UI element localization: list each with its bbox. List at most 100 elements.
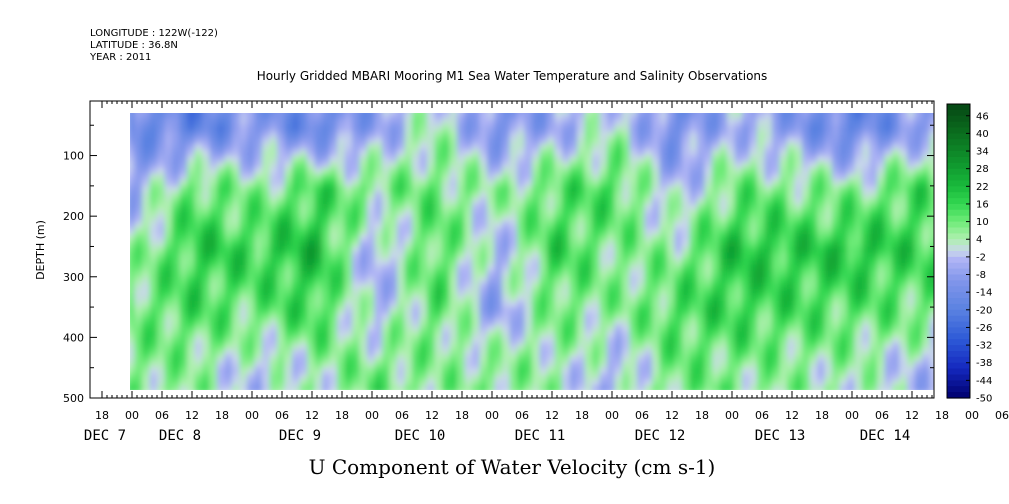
heatmap-cell [157, 246, 166, 254]
heatmap-cell [757, 270, 766, 278]
heatmap-cell [367, 325, 376, 333]
heatmap-cell [914, 167, 923, 175]
heatmap-cell [134, 319, 143, 327]
heatmap-cell [164, 131, 173, 139]
heatmap-cell [389, 301, 398, 309]
heatmap-cell [382, 276, 391, 284]
heatmap-cell [794, 319, 803, 327]
heatmap-cell [892, 264, 901, 272]
heatmap-cell [712, 373, 721, 381]
heatmap-cell [164, 228, 173, 236]
heatmap-cell [352, 131, 361, 139]
heatmap-cell [877, 367, 886, 375]
heatmap-cell [539, 367, 548, 375]
heatmap-cell [727, 167, 736, 175]
heatmap-cell [869, 125, 878, 133]
heatmap-cell [337, 288, 346, 296]
heatmap-cell [637, 325, 646, 333]
heatmap-cell [577, 313, 586, 321]
heatmap-cell [247, 331, 256, 339]
heatmap-cell [434, 307, 443, 315]
heatmap-cell [277, 234, 286, 242]
heatmap-cell [254, 325, 263, 333]
heatmap-cell [712, 173, 721, 181]
heatmap-cell [284, 173, 293, 181]
heatmap-cell [652, 276, 661, 284]
heatmap-cell [389, 319, 398, 327]
heatmap-cell [352, 228, 361, 236]
heatmap-cell [164, 379, 173, 387]
heatmap-cell [337, 301, 346, 309]
heatmap-cell [922, 137, 931, 145]
heatmap-cell [472, 113, 481, 121]
heatmap-cell [599, 373, 608, 381]
heatmap-cell [487, 385, 496, 390]
heatmap-cell [314, 343, 323, 351]
heatmap-cell [307, 161, 316, 169]
heatmap-cell [397, 131, 406, 139]
heatmap-cell [389, 343, 398, 351]
heatmap-cell [209, 210, 218, 218]
heatmap-cell [547, 295, 556, 303]
heatmap-cell [824, 216, 833, 224]
heatmap-cell [344, 307, 353, 315]
heatmap-cell [509, 137, 518, 145]
heatmap-cell [412, 131, 421, 139]
heatmap-cell [209, 343, 218, 351]
heatmap-cell [232, 319, 241, 327]
heatmap-cell [607, 119, 616, 127]
heatmap-cell [217, 307, 226, 315]
heatmap-cell [562, 270, 571, 278]
heatmap-cell [697, 252, 706, 260]
heatmap-cell [359, 282, 368, 290]
heatmap-cell [637, 167, 646, 175]
heatmap-cell [757, 155, 766, 163]
heatmap-cell [509, 349, 518, 357]
heatmap-cell [862, 343, 871, 351]
heatmap-cell [509, 216, 518, 224]
heatmap-cell [727, 331, 736, 339]
heatmap-cell [359, 113, 368, 121]
heatmap-cell [614, 313, 623, 321]
heatmap-cell [464, 234, 473, 242]
heatmap-cell [374, 307, 383, 315]
heatmap-cell [532, 337, 541, 345]
heatmap-cell [554, 379, 563, 387]
heatmap-cell [697, 361, 706, 369]
heatmap-cell [502, 276, 511, 284]
heatmap-cell [802, 373, 811, 381]
heatmap-cell [712, 246, 721, 254]
heatmap-cell [532, 313, 541, 321]
heatmap-cell [847, 373, 856, 381]
heatmap-cell [502, 385, 511, 390]
heatmap-cell [817, 270, 826, 278]
heatmap-cell [502, 234, 511, 242]
heatmap-cell [389, 234, 398, 242]
heatmap-cell [854, 222, 863, 230]
heatmap-cell [367, 343, 376, 351]
heatmap-cell [727, 161, 736, 169]
heatmap-cell [847, 204, 856, 212]
heatmap-cell [157, 234, 166, 242]
heatmap-cell [434, 331, 443, 339]
heatmap-cell [704, 307, 713, 315]
heatmap-cell [899, 161, 908, 169]
heatmap-cell [607, 373, 616, 381]
heatmap-cell [802, 246, 811, 254]
heatmap-cell [442, 210, 451, 218]
heatmap-cell [344, 252, 353, 260]
heatmap-cell [329, 204, 338, 212]
heatmap-cell [389, 131, 398, 139]
heatmap-cell [727, 349, 736, 357]
heatmap-cell [322, 216, 331, 224]
heatmap-cell [359, 204, 368, 212]
heatmap-cell [217, 325, 226, 333]
heatmap-cell [577, 131, 586, 139]
heatmap-cell [142, 216, 151, 224]
heatmap-cell [502, 264, 511, 272]
heatmap-cell [884, 343, 893, 351]
heatmap-cell [907, 216, 916, 224]
heatmap-cell [479, 173, 488, 181]
heatmap-cell [434, 119, 443, 127]
